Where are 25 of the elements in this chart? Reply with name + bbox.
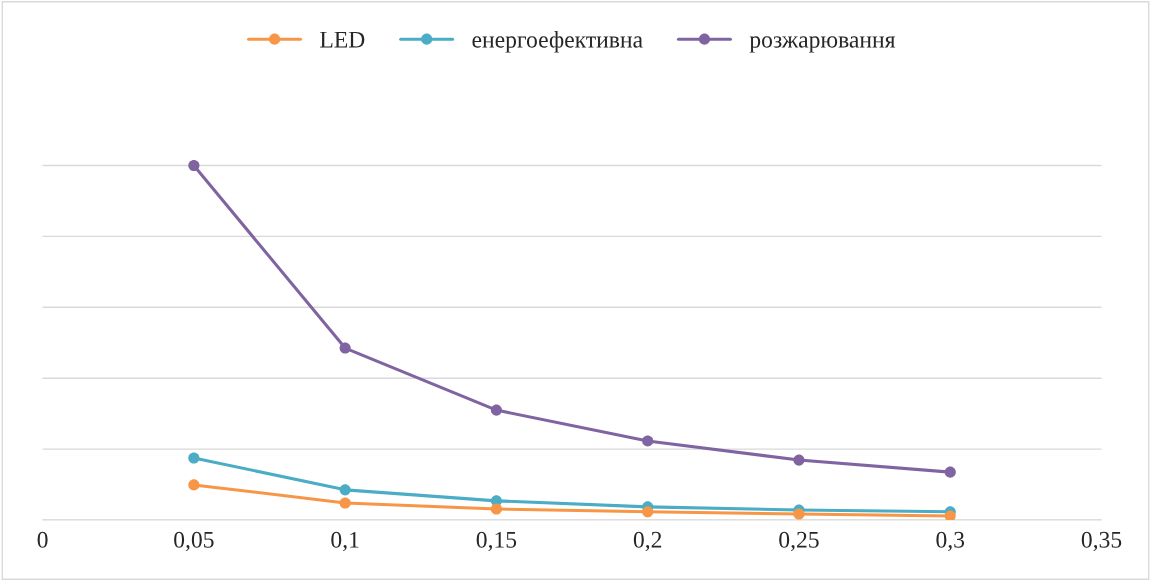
x-tick-label: 0,3 bbox=[936, 531, 965, 552]
x-tick-label: 0,05 bbox=[174, 531, 214, 552]
x-tick-label: 0,15 bbox=[476, 531, 517, 552]
point bbox=[188, 452, 200, 464]
legend-label: розжарювання bbox=[749, 36, 896, 53]
x-tick-label: 0,1 bbox=[331, 531, 359, 552]
legend-label: LED bbox=[320, 31, 365, 48]
point bbox=[642, 435, 654, 447]
point bbox=[188, 479, 200, 491]
point bbox=[490, 404, 502, 416]
point bbox=[944, 466, 956, 478]
point bbox=[339, 342, 351, 354]
point bbox=[944, 510, 956, 520]
point bbox=[793, 454, 805, 466]
point bbox=[339, 497, 351, 509]
point bbox=[642, 506, 654, 518]
x-tick-label: 0,25 bbox=[779, 531, 819, 552]
point bbox=[339, 484, 351, 496]
x-tick-label: 0,2 bbox=[633, 531, 662, 552]
legend-label: енергоефективна bbox=[472, 31, 643, 53]
point bbox=[188, 159, 200, 172]
point bbox=[793, 508, 805, 520]
point bbox=[490, 503, 502, 515]
x-tick-label: 0 bbox=[37, 531, 48, 548]
x-tick-label: 0,35 bbox=[1081, 531, 1122, 552]
